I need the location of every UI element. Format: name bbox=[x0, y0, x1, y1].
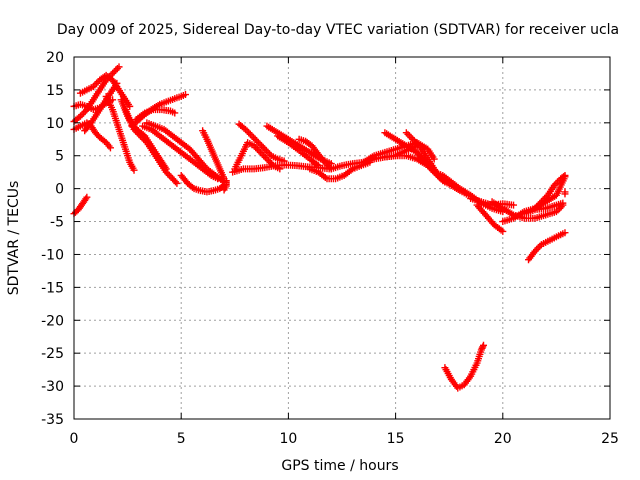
data-point bbox=[181, 91, 189, 99]
data-point bbox=[80, 109, 88, 117]
series-arc-38 bbox=[525, 229, 569, 264]
series-arc-18 bbox=[235, 120, 288, 165]
data-points bbox=[70, 63, 569, 392]
y-tick-label: -25 bbox=[41, 346, 64, 362]
data-point bbox=[477, 346, 485, 354]
series-arc-39 bbox=[441, 341, 488, 392]
data-point bbox=[126, 102, 134, 110]
data-point bbox=[499, 227, 507, 235]
data-point bbox=[406, 132, 414, 140]
data-point bbox=[171, 178, 179, 186]
data-point bbox=[113, 65, 121, 73]
y-tick-label: -5 bbox=[50, 215, 64, 231]
axis-ticks: 0 5 10 15 20 25 -35 -30 -25 -20 -15 -10 -5 0 5 10 15 20 bbox=[41, 50, 619, 447]
data-point bbox=[534, 244, 542, 252]
data-point bbox=[479, 343, 487, 351]
series-arc-16 bbox=[220, 177, 230, 194]
data-point bbox=[404, 130, 412, 138]
x-axis-label: GPS time / hours bbox=[281, 458, 398, 474]
data-point bbox=[430, 155, 438, 163]
data-point bbox=[171, 109, 179, 117]
data-point bbox=[560, 173, 568, 181]
data-point bbox=[314, 162, 322, 170]
data-point bbox=[101, 137, 109, 145]
data-point bbox=[561, 171, 569, 179]
data-point bbox=[115, 63, 123, 71]
data-point bbox=[86, 120, 94, 128]
x-tick-label: 5 bbox=[177, 431, 186, 447]
y-tick-label: 5 bbox=[55, 149, 64, 165]
data-point bbox=[248, 132, 256, 140]
x-tick-label: 20 bbox=[494, 431, 512, 447]
y-tick-label: -30 bbox=[41, 379, 64, 395]
grid-lines bbox=[74, 57, 610, 419]
data-point bbox=[165, 171, 173, 179]
series-arc-11 bbox=[132, 106, 179, 124]
data-point bbox=[480, 341, 488, 349]
x-tick-label: 10 bbox=[279, 431, 297, 447]
data-point bbox=[510, 201, 518, 209]
series-arc-07 bbox=[102, 92, 138, 174]
data-point bbox=[478, 344, 486, 352]
data-point bbox=[561, 229, 569, 237]
data-point bbox=[559, 199, 567, 207]
data-point bbox=[222, 177, 230, 185]
data-point bbox=[173, 179, 181, 187]
y-tick-label: -10 bbox=[41, 247, 64, 263]
data-point bbox=[245, 129, 253, 137]
series-arc-01 bbox=[70, 193, 91, 218]
data-point bbox=[83, 193, 91, 201]
y-axis-label: SDTVAR / TECUs bbox=[6, 181, 22, 296]
y-tick-label: -15 bbox=[41, 280, 64, 296]
x-tick-label: 15 bbox=[387, 431, 405, 447]
y-tick-label: -35 bbox=[41, 412, 64, 428]
data-point bbox=[266, 158, 274, 166]
data-point bbox=[130, 166, 138, 174]
data-point bbox=[561, 188, 569, 196]
plot-frame bbox=[73, 56, 611, 420]
y-tick-label: 15 bbox=[46, 83, 64, 99]
data-point bbox=[106, 144, 114, 152]
data-point bbox=[110, 68, 118, 76]
series-arc-30 bbox=[430, 168, 507, 216]
series-arc-37 bbox=[561, 188, 569, 198]
data-point bbox=[113, 79, 121, 87]
data-point bbox=[251, 135, 259, 143]
series-arc-32 bbox=[473, 201, 507, 235]
data-point bbox=[407, 134, 415, 142]
x-tick-label: 25 bbox=[601, 431, 619, 447]
data-point bbox=[250, 134, 258, 142]
data-point bbox=[402, 129, 410, 137]
x-tick-label: 0 bbox=[70, 431, 79, 447]
data-point bbox=[246, 130, 254, 138]
series-arc-36 bbox=[531, 171, 569, 212]
series-arc-33 bbox=[488, 198, 567, 222]
y-tick-label: 0 bbox=[55, 182, 64, 198]
data-point bbox=[109, 96, 117, 104]
data-point bbox=[188, 183, 196, 191]
series-arc-22 bbox=[295, 135, 335, 173]
chart-title: Day 009 of 2025, Sidereal Day-to-day VTE… bbox=[57, 22, 619, 38]
y-tick-label: 10 bbox=[46, 116, 64, 132]
y-tick-label: 20 bbox=[46, 50, 64, 66]
y-tick-label: -20 bbox=[41, 313, 64, 329]
data-point bbox=[112, 66, 120, 74]
data-point bbox=[162, 165, 170, 173]
series-arc-21 bbox=[274, 132, 322, 170]
